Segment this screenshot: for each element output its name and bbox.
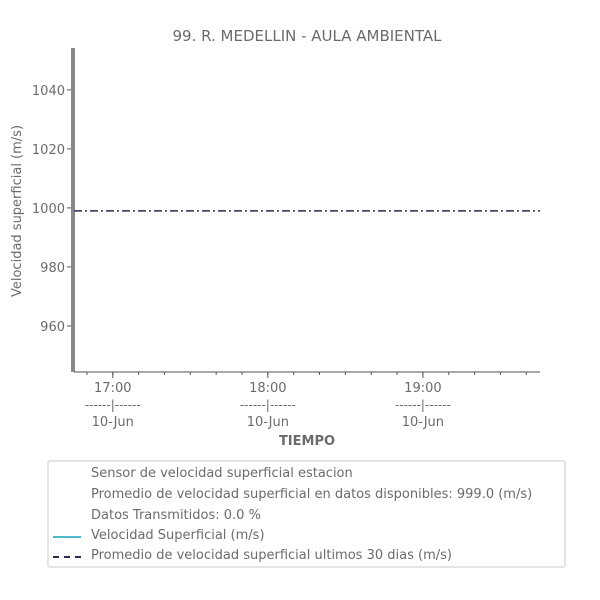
y-tick-label: 1000 xyxy=(32,202,65,217)
y-tick-label: 1040 xyxy=(32,84,65,99)
y-tick-label: 960 xyxy=(40,320,65,335)
legend-info-average: Promedio de velocidad superficial en dat… xyxy=(91,487,533,502)
legend-label-average: Promedio de velocidad superficial ultimo… xyxy=(91,548,452,563)
legend: Sensor de velocidad superficial estacion… xyxy=(47,460,566,568)
y-axis-label: Velocidad superficial (m/s) xyxy=(10,125,25,297)
legend-swatch-velocity xyxy=(53,536,81,538)
chart-svg: 99. R. MEDELLIN - AULA AMBIENTAL Velocid… xyxy=(10,27,540,449)
y-tick-label: 1020 xyxy=(32,143,65,158)
x-tick-label-date: 10-Jun xyxy=(247,415,289,430)
x-axis-label: TIEMPO xyxy=(279,434,335,449)
x-tick-label-time: 18:00 xyxy=(249,381,286,396)
legend-info-sensor: Sensor de velocidad superficial estacion xyxy=(91,466,353,481)
x-tick-label-date: 10-Jun xyxy=(402,415,444,430)
left-spine xyxy=(71,48,75,372)
x-tick-label-sep: ------|------ xyxy=(240,398,296,412)
x-tick-label-sep: ------|------ xyxy=(395,398,451,412)
x-tick-label-date: 10-Jun xyxy=(92,415,134,430)
y-tick-label: 980 xyxy=(40,261,65,276)
legend-label-velocity: Velocidad Superficial (m/s) xyxy=(91,528,265,543)
chart-title: 99. R. MEDELLIN - AULA AMBIENTAL xyxy=(172,27,442,45)
legend-swatch-average xyxy=(53,556,81,558)
x-tick-label-sep: ------|------ xyxy=(85,398,141,412)
x-tick-label-time: 19:00 xyxy=(404,381,441,396)
x-tick-label-time: 17:00 xyxy=(94,381,131,396)
legend-info-transmitted: Datos Transmitidos: 0.0 % xyxy=(91,508,261,523)
